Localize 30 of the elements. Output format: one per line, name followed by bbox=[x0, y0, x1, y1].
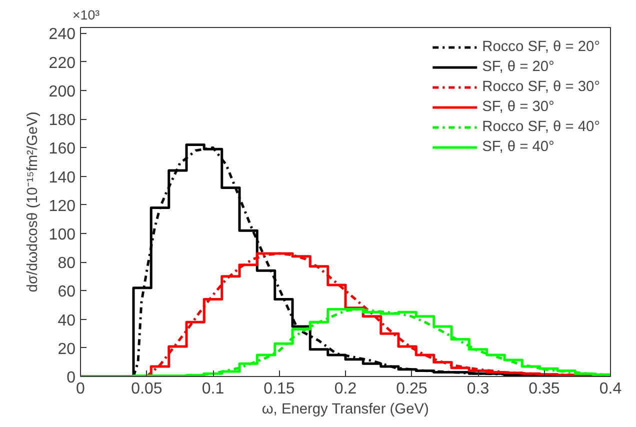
x-axis-title: ω, Energy Transfer (GeV) bbox=[262, 402, 429, 418]
x-tick-label: 0.25 bbox=[396, 380, 428, 398]
legend-label: Rocco SF, θ = 30° bbox=[482, 79, 600, 95]
x-tick-label: 0.35 bbox=[528, 380, 560, 398]
legend-label: Rocco SF, θ = 20° bbox=[482, 39, 600, 55]
y-tick-label: 200 bbox=[48, 83, 76, 100]
y-tick-label: 100 bbox=[48, 226, 76, 244]
legend-label: SF, θ = 20° bbox=[482, 59, 554, 75]
y-tick-label: 120 bbox=[48, 198, 76, 215]
y-tick-label: 180 bbox=[48, 112, 76, 130]
legend-label: Rocco SF, θ = 40° bbox=[482, 119, 600, 135]
y-tick-label: 60 bbox=[58, 284, 76, 301]
x-tick-label: 0.15 bbox=[264, 380, 295, 398]
legend-label: SF, θ = 40° bbox=[482, 139, 554, 155]
legend-label: SF, θ = 30° bbox=[482, 99, 554, 115]
y-tick-label: 160 bbox=[48, 140, 76, 158]
y-tick-label: 40 bbox=[58, 312, 76, 330]
x-tick-label: 0.05 bbox=[131, 380, 162, 398]
x-tick-label: 0.4 bbox=[599, 380, 622, 398]
y-tick-label: 220 bbox=[48, 54, 76, 72]
y-tick-label: 20 bbox=[58, 340, 76, 358]
y-tick-label: 80 bbox=[58, 255, 76, 272]
y-axis-title: dσ/dωdcosθ (10⁻¹⁵fm²/GeV) bbox=[24, 112, 41, 292]
x-tick-label: 0.1 bbox=[202, 380, 224, 398]
x-tick-label: 0.3 bbox=[466, 380, 490, 398]
text: ×10³ bbox=[72, 8, 100, 22]
y-tick-label: 240 bbox=[48, 26, 76, 44]
y-tick-label: 140 bbox=[48, 169, 76, 186]
x-tick-label: 0.2 bbox=[334, 380, 357, 398]
y-tick-label: 0 bbox=[66, 370, 76, 386]
